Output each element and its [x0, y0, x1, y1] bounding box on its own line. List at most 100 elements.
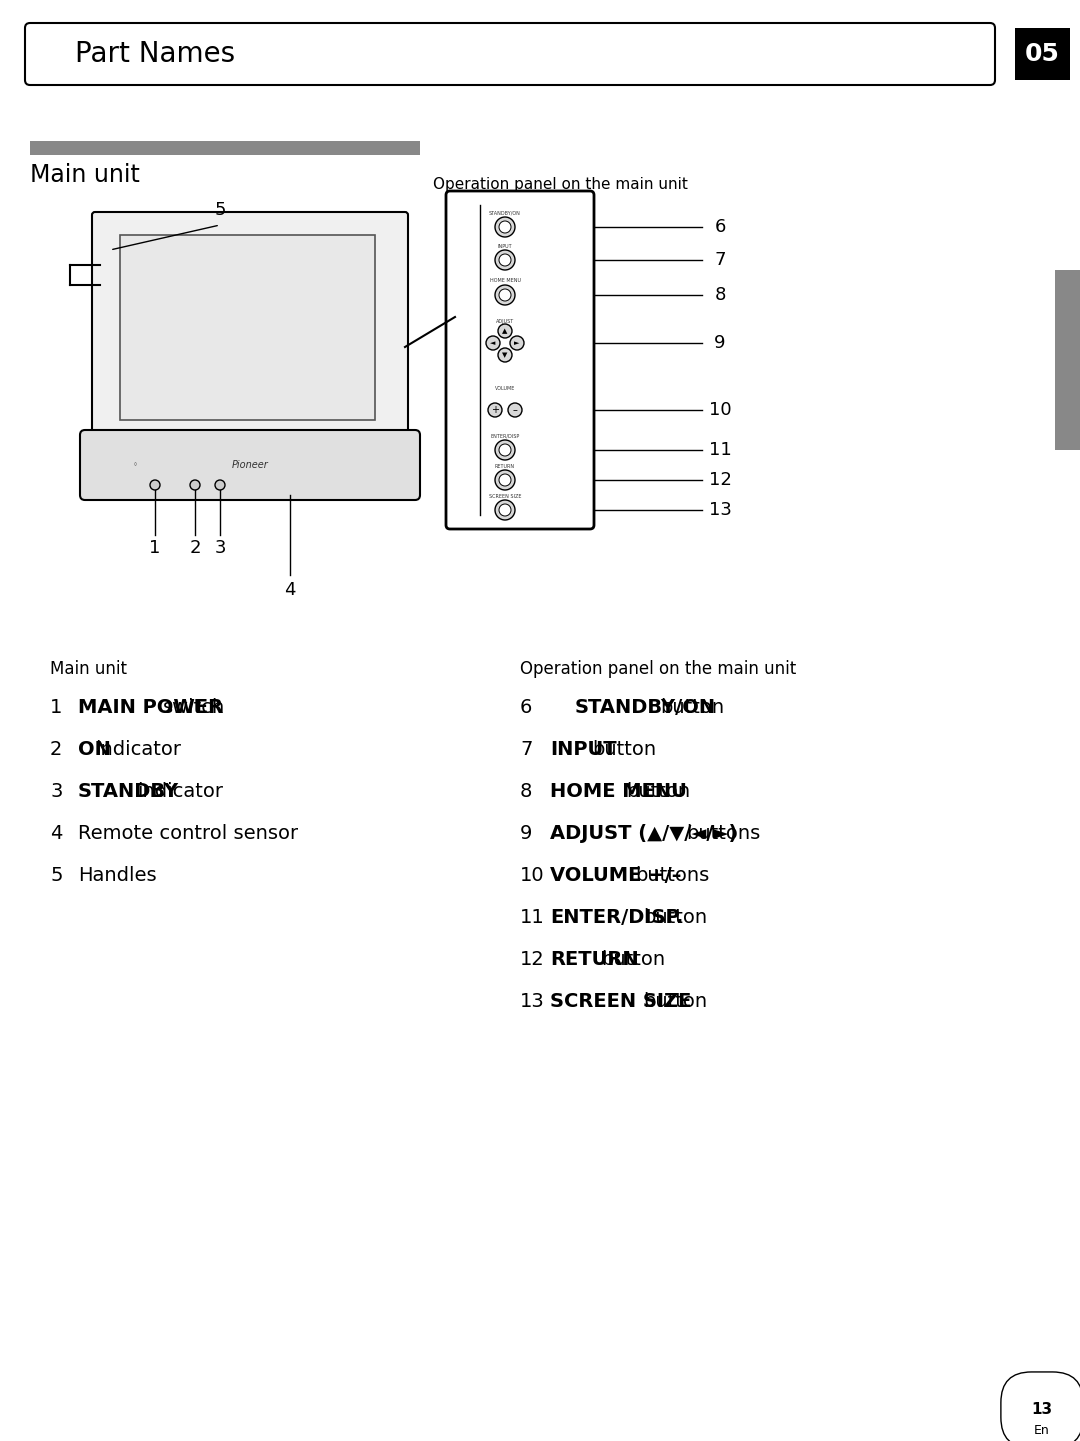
- Text: indicator: indicator: [137, 782, 224, 801]
- Text: Main unit: Main unit: [50, 660, 127, 679]
- Circle shape: [495, 285, 515, 305]
- Text: 7: 7: [714, 251, 726, 269]
- Text: STANDBY/ON: STANDBY/ON: [489, 210, 521, 216]
- Text: 13: 13: [708, 501, 731, 519]
- Text: HOME MENU: HOME MENU: [489, 278, 521, 284]
- Text: Part Names: Part Names: [75, 40, 235, 68]
- Text: switch: switch: [163, 697, 226, 718]
- Text: 1: 1: [50, 697, 63, 718]
- Bar: [1015, 27, 1070, 81]
- Circle shape: [486, 336, 500, 350]
- Text: ADJUST: ADJUST: [496, 318, 514, 323]
- Text: ◦: ◦: [133, 461, 137, 470]
- Text: 11: 11: [519, 908, 544, 927]
- Text: –: –: [513, 405, 517, 415]
- Text: English: English: [1061, 517, 1074, 562]
- Circle shape: [499, 290, 511, 301]
- Text: ON: ON: [78, 741, 111, 759]
- Text: button: button: [644, 908, 707, 927]
- Text: 2: 2: [189, 539, 201, 558]
- Circle shape: [215, 480, 225, 490]
- Circle shape: [499, 254, 511, 267]
- Circle shape: [495, 470, 515, 490]
- Text: ▲: ▲: [502, 329, 508, 334]
- Circle shape: [499, 504, 511, 516]
- Text: button: button: [600, 950, 665, 968]
- Text: button: button: [660, 697, 724, 718]
- Text: 05: 05: [1025, 42, 1059, 66]
- Text: 4: 4: [50, 824, 63, 843]
- Text: SCREEN SIZE: SCREEN SIZE: [489, 493, 522, 499]
- Circle shape: [499, 474, 511, 486]
- Bar: [120, 235, 375, 419]
- Text: button: button: [626, 782, 690, 801]
- Text: ADJUST (▲/▼/◄/►): ADJUST (▲/▼/◄/►): [550, 824, 738, 843]
- Circle shape: [510, 336, 524, 350]
- Text: 4: 4: [284, 581, 296, 599]
- Text: ►: ►: [514, 340, 519, 346]
- Bar: [30, 141, 420, 156]
- Text: button: button: [644, 991, 707, 1012]
- Circle shape: [150, 480, 160, 490]
- Circle shape: [508, 403, 522, 416]
- Text: 7: 7: [519, 741, 532, 759]
- Text: 1: 1: [149, 539, 161, 558]
- Text: Remote control sensor: Remote control sensor: [78, 824, 298, 843]
- Text: STANDBY: STANDBY: [78, 782, 179, 801]
- Text: STANDBY/ON: STANDBY/ON: [575, 697, 716, 718]
- Circle shape: [498, 347, 512, 362]
- Text: 11: 11: [708, 441, 731, 460]
- Circle shape: [495, 440, 515, 460]
- Text: ▼: ▼: [502, 352, 508, 357]
- Text: SCREEN SIZE: SCREEN SIZE: [550, 991, 691, 1012]
- Text: 13: 13: [519, 991, 544, 1012]
- Text: VOLUME: VOLUME: [495, 386, 515, 391]
- Circle shape: [499, 220, 511, 233]
- Text: 12: 12: [708, 471, 731, 488]
- Text: buttons: buttons: [686, 824, 760, 843]
- Circle shape: [499, 444, 511, 455]
- Text: RETURN: RETURN: [495, 464, 515, 468]
- FancyBboxPatch shape: [92, 212, 408, 483]
- Text: button: button: [593, 741, 657, 759]
- FancyBboxPatch shape: [446, 192, 594, 529]
- Circle shape: [488, 403, 502, 416]
- Text: 9: 9: [714, 334, 726, 352]
- Text: 12: 12: [519, 950, 544, 968]
- Text: VOLUME +/–: VOLUME +/–: [550, 866, 681, 885]
- Text: MAIN POWER: MAIN POWER: [78, 697, 224, 718]
- Text: 10: 10: [519, 866, 544, 885]
- Text: 9: 9: [519, 824, 532, 843]
- Text: indicator: indicator: [95, 741, 181, 759]
- Text: Operation panel on the main unit: Operation panel on the main unit: [433, 177, 688, 193]
- FancyBboxPatch shape: [25, 23, 995, 85]
- Text: Pioneer: Pioneer: [231, 460, 268, 470]
- Text: RETURN: RETURN: [550, 950, 638, 968]
- Bar: [1055, 269, 1080, 450]
- Text: ENTER/DISP: ENTER/DISP: [490, 434, 519, 438]
- Text: Handles: Handles: [78, 866, 157, 885]
- Text: 2: 2: [50, 741, 63, 759]
- Text: 8: 8: [519, 782, 532, 801]
- Text: INPUT: INPUT: [550, 741, 617, 759]
- Text: En: En: [1035, 1424, 1050, 1437]
- Circle shape: [495, 218, 515, 236]
- Text: 3: 3: [214, 539, 226, 558]
- Circle shape: [495, 500, 515, 520]
- Text: 8: 8: [714, 285, 726, 304]
- Text: Main unit: Main unit: [30, 163, 140, 187]
- Circle shape: [495, 249, 515, 269]
- Text: 5: 5: [214, 200, 226, 219]
- Text: INPUT: INPUT: [498, 244, 512, 248]
- Text: 5: 5: [50, 866, 63, 885]
- Text: 6: 6: [714, 218, 726, 236]
- Text: ◄: ◄: [490, 340, 496, 346]
- Text: 3: 3: [50, 782, 63, 801]
- Text: 13: 13: [1031, 1402, 1053, 1418]
- Text: HOME MENU: HOME MENU: [550, 782, 687, 801]
- Circle shape: [190, 480, 200, 490]
- Text: +: +: [491, 405, 499, 415]
- Text: Operation panel on the main unit: Operation panel on the main unit: [519, 660, 796, 679]
- FancyBboxPatch shape: [80, 429, 420, 500]
- Text: buttons: buttons: [635, 866, 710, 885]
